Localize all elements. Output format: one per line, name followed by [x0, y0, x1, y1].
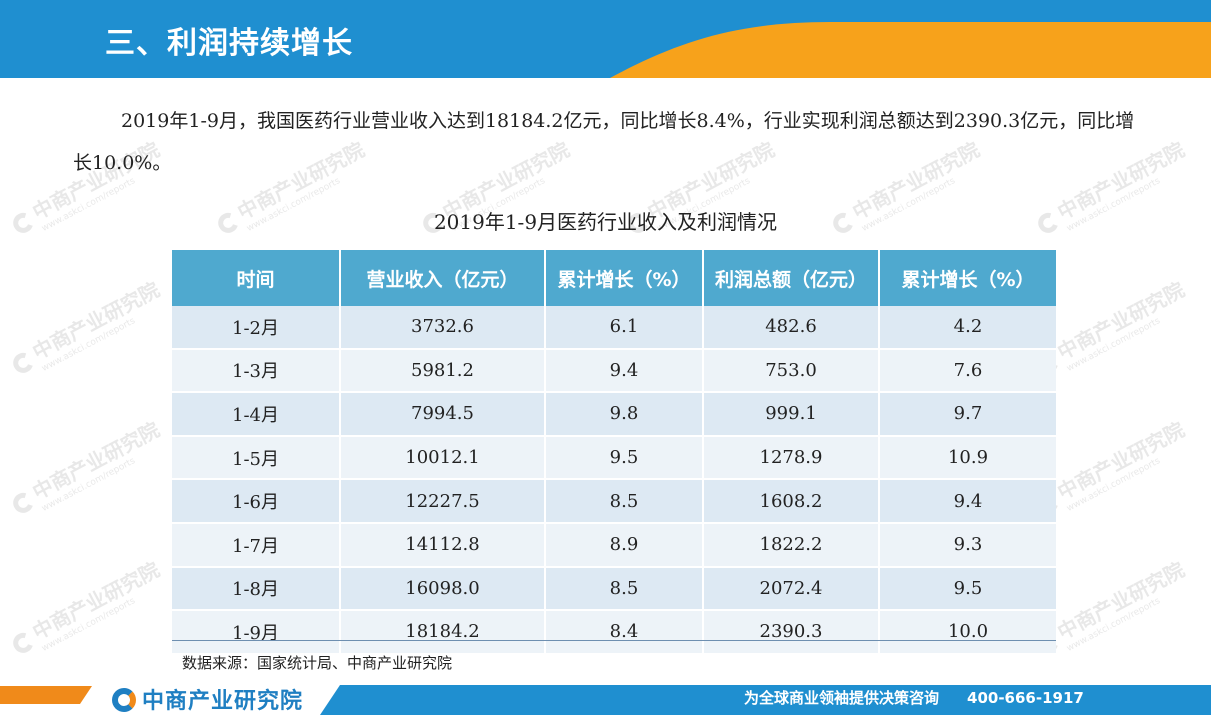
header-profit-growth: 累计增长（%） [879, 250, 1056, 306]
watermark-url: www.askci.com/reports [1065, 456, 1163, 514]
watermark-url: www.askci.com/reports [1065, 596, 1163, 654]
watermark-text: 中商产业研究院 [1053, 277, 1189, 365]
watermark-text: 中商产业研究院 [28, 417, 164, 505]
cell-profit: 753.0 [703, 348, 880, 394]
header-time: 时间 [172, 250, 341, 306]
cell-revenue-growth: 9.5 [545, 435, 704, 481]
watermark-text: 中商产业研究院 [1053, 417, 1189, 505]
cell-profit-growth: 9.4 [879, 479, 1056, 524]
cell-profit: 2390.3 [703, 610, 880, 655]
table-row: 1-8月 16098.0 8.5 2072.4 9.5 [172, 566, 1056, 612]
cell-time: 1-9月 [172, 610, 341, 655]
cell-profit: 1822.2 [703, 522, 880, 568]
cell-revenue: 12227.5 [340, 479, 546, 524]
cell-revenue: 10012.1 [340, 435, 546, 481]
cell-revenue-growth: 8.9 [545, 522, 704, 568]
cell-revenue: 7994.5 [340, 392, 546, 437]
watermark-text: 中商产业研究院 [1053, 557, 1189, 645]
brand-name: 中商产业研究院 [142, 689, 304, 714]
cell-revenue-growth: 8.4 [545, 610, 704, 655]
header-revenue-growth: 累计增长（%） [545, 250, 704, 306]
watermark-text: 中商产业研究院 [28, 277, 164, 365]
footer-background [0, 685, 1211, 715]
cell-revenue: 3732.6 [340, 306, 546, 350]
header-revenue: 营业收入（亿元） [340, 250, 546, 306]
cell-profit-growth: 10.9 [879, 435, 1056, 481]
footer-bar [0, 680, 1211, 715]
watermark-logo-icon [9, 628, 37, 656]
data-source-note: 数据来源：国家统计局、中商产业研究院 [182, 654, 453, 672]
brand-icon [112, 688, 136, 712]
cell-profit-growth: 7.6 [879, 348, 1056, 394]
cell-time: 1-2月 [172, 306, 341, 350]
brand-logo: 中商产业研究院 [112, 683, 303, 715]
table-row: 1-9月 18184.2 8.4 2390.3 10.0 [172, 610, 1056, 655]
cell-revenue: 5981.2 [340, 348, 546, 394]
watermark-url: www.askci.com/reports [40, 316, 138, 374]
cell-time: 1-7月 [172, 522, 341, 568]
table-header-row: 时间 营业收入（亿元） 累计增长（%） 利润总额（亿元） 累计增长（%） [172, 250, 1056, 306]
watermark-logo-icon [9, 348, 37, 376]
cell-revenue-growth: 8.5 [545, 479, 704, 524]
table-row: 1-5月 10012.1 9.5 1278.9 10.9 [172, 435, 1056, 481]
cell-profit: 1278.9 [703, 435, 880, 481]
cell-revenue: 18184.2 [340, 610, 546, 655]
cell-profit: 2072.4 [703, 566, 880, 612]
cell-profit-growth: 9.7 [879, 392, 1056, 437]
cell-revenue-growth: 9.8 [545, 392, 704, 437]
footer-slogan: 为全球商业领袖提供决策咨询 400-666-1917 [744, 687, 1084, 708]
cell-profit: 1608.2 [703, 479, 880, 524]
cell-time: 1-3月 [172, 348, 341, 394]
cell-time: 1-6月 [172, 479, 341, 524]
cell-profit: 999.1 [703, 392, 880, 437]
cell-profit-growth: 10.0 [879, 610, 1056, 655]
watermark-logo-icon [9, 488, 37, 516]
table-row: 1-7月 14112.8 8.9 1822.2 9.3 [172, 522, 1056, 568]
phone-number: 400-666-1917 [967, 689, 1084, 707]
watermark-url: www.askci.com/reports [40, 456, 138, 514]
cell-revenue: 14112.8 [340, 522, 546, 568]
cell-profit-growth: 9.3 [879, 522, 1056, 568]
table-bottom-rule [172, 640, 1056, 641]
watermark-url: www.askci.com/reports [1065, 316, 1163, 374]
summary-paragraph: 2019年1-9月，我国医药行业营业收入达到18184.2亿元，同比增长8.4%… [73, 110, 1135, 174]
cell-profit-growth: 9.5 [879, 566, 1056, 612]
slogan-text: 为全球商业领袖提供决策咨询 [744, 689, 940, 707]
cell-time: 1-8月 [172, 566, 341, 612]
table-row: 1-2月 3732.6 6.1 482.6 4.2 [172, 306, 1056, 350]
cell-time: 1-5月 [172, 435, 341, 481]
header-profit: 利润总额（亿元） [703, 250, 880, 306]
cell-profit: 482.6 [703, 306, 880, 350]
cell-revenue-growth: 8.5 [545, 566, 704, 612]
page-title: 三、利润持续增长 [105, 26, 353, 61]
cell-revenue: 16098.0 [340, 566, 546, 612]
table-row: 1-6月 12227.5 8.5 1608.2 9.4 [172, 479, 1056, 524]
data-table: 时间 营业收入（亿元） 累计增长（%） 利润总额（亿元） 累计增长（%） 1-2… [172, 250, 1056, 655]
header-background [0, 0, 1211, 78]
header-banner: 三、利润持续增长 [0, 0, 1211, 78]
cell-revenue-growth: 9.4 [545, 348, 704, 394]
cell-revenue-growth: 6.1 [545, 306, 704, 350]
cell-time: 1-4月 [172, 392, 341, 437]
cell-profit-growth: 4.2 [879, 306, 1056, 350]
watermark-text: 中商产业研究院 [28, 557, 164, 645]
table-row: 1-3月 5981.2 9.4 753.0 7.6 [172, 348, 1056, 394]
table-title: 2019年1-9月医药行业收入及利润情况 [433, 210, 778, 234]
table-row: 1-4月 7994.5 9.8 999.1 9.7 [172, 392, 1056, 437]
watermark-url: www.askci.com/reports [40, 596, 138, 654]
